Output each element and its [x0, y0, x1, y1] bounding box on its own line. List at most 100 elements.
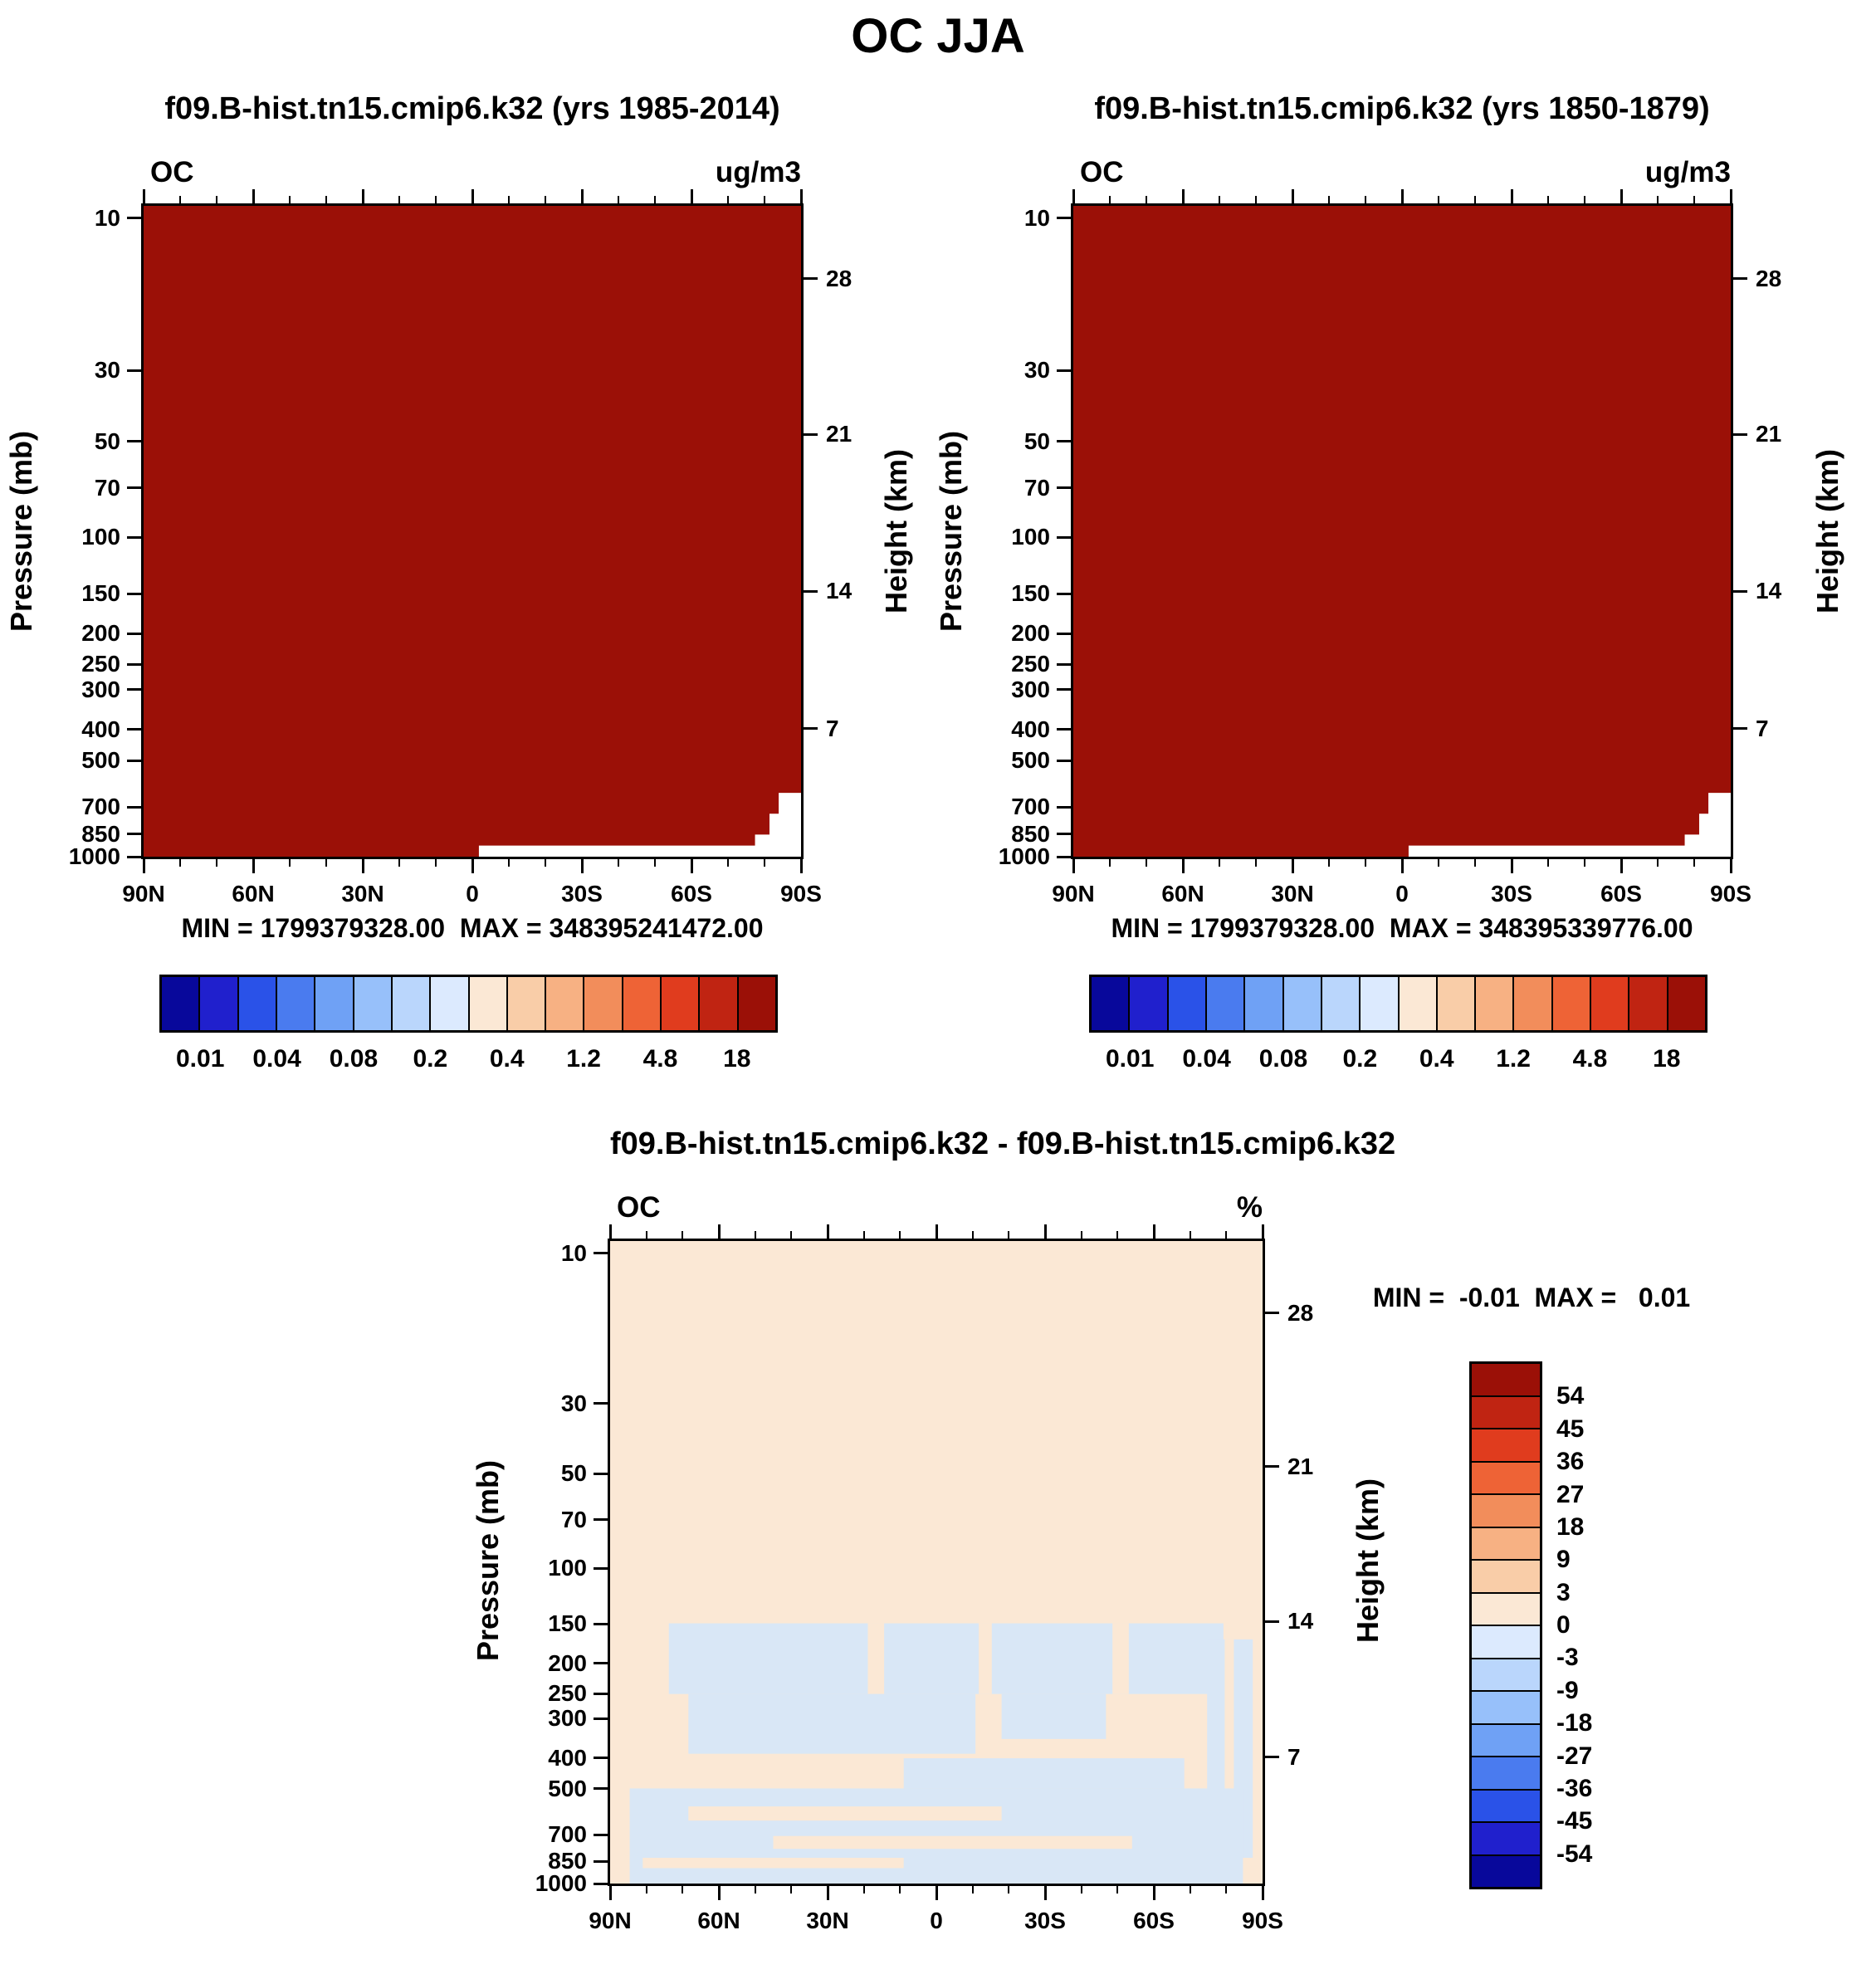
- colorbar-cell: [1397, 977, 1436, 1030]
- panel-1850-1879: f09.B-hist.tn15.cmip6.k32 (yrs 1850-1879…: [999, 91, 1781, 943]
- colorbar-tick-label: 4.8: [1572, 1045, 1608, 1073]
- lat-tick-minor: [1189, 1231, 1191, 1241]
- colorbar-tick-label: 0.08: [1258, 1045, 1308, 1073]
- lat-tick-label: 90N: [589, 1908, 632, 1933]
- lat-tick-major: [826, 1224, 829, 1241]
- colorbar-tick-label: 0.01: [1105, 1045, 1155, 1073]
- lat-tick-major: [1729, 189, 1732, 206]
- lat-tick-label: 30S: [561, 881, 603, 906]
- panel-diff-minmax: MIN = -0.01 MAX = 0.01: [1372, 1283, 1691, 1312]
- lat-tick-minor: [508, 196, 510, 206]
- colorbar-cell: [1472, 1722, 1540, 1756]
- pressure-tick: [1057, 662, 1073, 666]
- pressure-tick-label: 250: [1011, 651, 1050, 677]
- lat-tick-label: 30N: [341, 881, 384, 906]
- lat-tick-minor: [1657, 857, 1659, 867]
- lat-tick-minor: [1219, 196, 1220, 206]
- lat-tick-major: [1400, 857, 1404, 873]
- lat-tick-minor: [508, 857, 510, 867]
- colorbar-cell: [1472, 1526, 1540, 1559]
- colorbar-cell: [1474, 977, 1513, 1030]
- pressure-tick: [127, 592, 144, 595]
- pressure-tick: [1057, 217, 1073, 220]
- lat-tick-minor: [1109, 196, 1111, 206]
- lat-tick-major: [799, 189, 803, 206]
- colorbar-tick-label: 1.2: [1496, 1045, 1531, 1073]
- pressure-tick-label: 10: [94, 204, 120, 231]
- colorbar-cell: [1512, 977, 1551, 1030]
- colorbar-cell: [1472, 1428, 1540, 1461]
- panel-diff-units-label: %: [1236, 1191, 1263, 1224]
- height-tick-label: 14: [1756, 578, 1782, 604]
- lat-tick-label: 60N: [232, 881, 275, 906]
- lat-tick-major: [1510, 857, 1513, 873]
- pressure-tick: [127, 632, 144, 635]
- pressure-tick: [1057, 833, 1073, 836]
- height-tick-label: 21: [1756, 421, 1782, 447]
- lat-tick-major: [690, 189, 693, 206]
- colorbar-tick-label: 18: [1653, 1045, 1681, 1073]
- panel-1985-2014: f09.B-hist.tn15.cmip6.k32 (yrs 1985-2014…: [69, 91, 852, 943]
- pressure-tick: [127, 440, 144, 443]
- height-tick: [1263, 1465, 1279, 1468]
- lat-tick-major: [1072, 857, 1075, 873]
- pressure-tick-label: 150: [81, 580, 120, 607]
- panel-left-minmax: MIN = 1799379328.00 MAX = 348395241472.0…: [181, 913, 764, 943]
- colorbar-cell: [736, 977, 775, 1030]
- lat-tick-major: [1291, 857, 1294, 873]
- lat-tick-minor: [1189, 1884, 1191, 1893]
- height-tick: [1731, 727, 1747, 731]
- lat-tick-label: 0: [466, 881, 479, 906]
- colorbar-tick-label: 0.08: [329, 1045, 379, 1073]
- pressure-tick: [127, 486, 144, 490]
- colorbar-tick-label: 27: [1556, 1480, 1585, 1508]
- lat-tick-major: [1261, 1224, 1264, 1241]
- pressure-tick: [127, 805, 144, 809]
- pressure-tick: [1057, 855, 1073, 858]
- pressure-tick-label: 700: [548, 1821, 587, 1848]
- colorbar-cell: [1666, 977, 1705, 1030]
- lat-tick-major: [935, 1884, 938, 1900]
- lat-tick-minor: [1328, 857, 1330, 867]
- colorbar-cell: [1472, 1493, 1540, 1527]
- height-tick: [801, 432, 818, 436]
- height-tick: [801, 727, 818, 731]
- pressure-tick-label: 100: [81, 524, 120, 550]
- lat-tick-major: [471, 857, 474, 873]
- lat-tick-minor: [1584, 857, 1585, 867]
- lat-tick-label: 90S: [780, 881, 822, 906]
- panel-left-units-label: ug/m3: [715, 156, 801, 188]
- height-tick: [1731, 277, 1747, 281]
- pressure-tick-label: 500: [1011, 747, 1050, 774]
- colorbar-cell: [162, 977, 199, 1030]
- lat-tick-minor: [1693, 196, 1695, 206]
- lat-tick-minor: [971, 1231, 974, 1241]
- pressure-tick-label: 500: [548, 1775, 587, 1801]
- colorbar-cell: [390, 977, 430, 1030]
- background-streak: [773, 1835, 1132, 1850]
- lat-tick-major: [580, 857, 584, 873]
- lat-tick-minor: [1584, 196, 1585, 206]
- lat-tick-minor: [398, 857, 400, 867]
- lat-tick-minor: [545, 196, 546, 206]
- lat-tick-major: [1620, 189, 1623, 206]
- lat-tick-minor: [862, 1231, 865, 1241]
- pressure-tick-label: 300: [1011, 676, 1050, 702]
- lat-tick-major: [690, 857, 693, 873]
- pressure-tick-label: 100: [1011, 524, 1050, 550]
- colorbar-cell: [1472, 1591, 1540, 1625]
- contour-plot-1850-1879: [1073, 206, 1731, 857]
- lat-tick-major: [1043, 1224, 1047, 1241]
- colorbar-cell: [1472, 1788, 1540, 1821]
- colorbar-cell: [1628, 977, 1667, 1030]
- background-streak: [642, 1858, 904, 1869]
- height-tick: [1731, 589, 1747, 593]
- height-tick-label: 21: [1287, 1453, 1314, 1479]
- pressure-tick: [594, 1622, 610, 1625]
- colorbar-cell: [545, 977, 584, 1030]
- colorbar-cell: [698, 977, 737, 1030]
- background-streak: [688, 1806, 1002, 1821]
- colorbar-cell: [1472, 1625, 1540, 1658]
- pressure-tick: [1057, 440, 1073, 443]
